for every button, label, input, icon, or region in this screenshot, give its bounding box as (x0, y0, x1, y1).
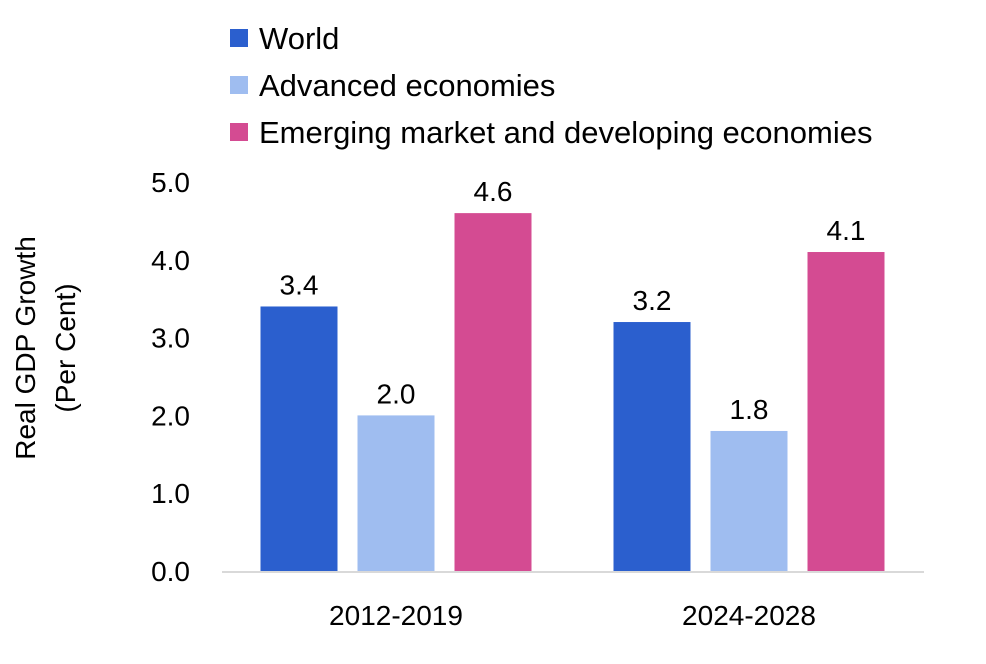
legend-label-world: World (259, 21, 339, 56)
legend-label-emerging-market-and-developing-economies: Emerging market and developing economies (259, 115, 872, 150)
bar-world-2012-2019 (260, 306, 338, 571)
bar-advanced-economies-2024-2028 (710, 430, 788, 571)
data-label-emerging-market-and-developing-economies-2012-2019: 4.6 (474, 176, 513, 207)
bar-emerging-market-and-developing-economies-2024-2028 (807, 252, 885, 571)
y-tick-label: 1.0 (151, 478, 190, 509)
y-axis-title-line-2: (Per Cent) (50, 283, 81, 412)
legend-label-advanced-economies: Advanced economies (259, 68, 555, 103)
data-label-advanced-economies-2012-2019: 2.0 (377, 378, 416, 409)
data-label-world-2012-2019: 3.4 (280, 269, 319, 300)
y-tick-label: 2.0 (151, 400, 190, 431)
y-axis-title-line-1: Real GDP Growth (10, 236, 41, 460)
x-category-label-2012-2019: 2012-2019 (329, 600, 463, 631)
bar-advanced-economies-2012-2019 (357, 415, 435, 571)
bar-world-2024-2028 (613, 322, 691, 571)
data-label-world-2024-2028: 3.2 (633, 285, 672, 316)
legend-swatch-emerging-market-and-developing-economies (230, 123, 248, 141)
legend-swatch-world (230, 29, 248, 47)
y-tick-label: 0.0 (151, 556, 190, 587)
y-tick-label: 3.0 (151, 323, 190, 354)
y-axis-ticks: 0.0 1.0 2.0 3.0 4.0 5.0 (151, 167, 190, 587)
data-label-advanced-economies-2024-2028: 1.8 (730, 394, 769, 425)
data-labels: 3.4 2.0 4.6 3.2 1.8 4.1 (280, 176, 866, 425)
chart-legend: World Advanced economies Emerging market a… (230, 21, 872, 150)
data-label-emerging-market-and-developing-economies-2024-2028: 4.1 (827, 215, 866, 246)
y-tick-label: 4.0 (151, 245, 190, 276)
legend-swatch-advanced-economies (230, 76, 248, 94)
x-axis-categories: 2012-2019 2024-2028 (329, 600, 816, 631)
bar-emerging-market-and-developing-economies-2012-2019 (454, 213, 532, 571)
bar-series (260, 213, 885, 571)
y-axis-title: Real GDP Growth (Per Cent) (10, 236, 81, 460)
y-tick-label: 5.0 (151, 167, 190, 198)
x-category-label-2024-2028: 2024-2028 (682, 600, 816, 631)
